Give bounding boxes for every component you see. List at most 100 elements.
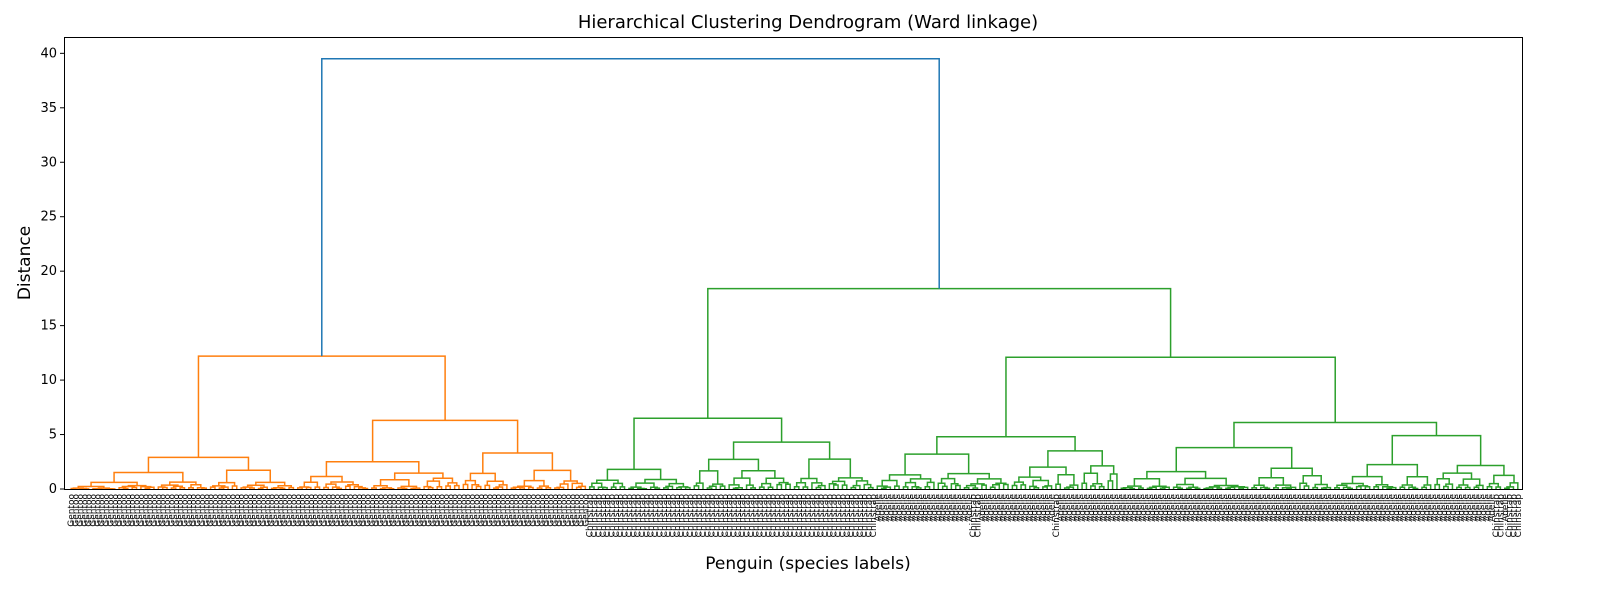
leaf-label: Adelie <box>1326 494 1336 522</box>
dendrogram-link <box>1129 487 1136 490</box>
leaf-label: Gentoo <box>72 494 82 527</box>
leaf-label: Gentoo <box>512 494 522 527</box>
leaf-label: Chinstrap <box>791 494 801 538</box>
dendrogram-link <box>1273 486 1279 489</box>
leaf-label: Adelie <box>1178 494 1188 522</box>
dendrogram-link <box>1107 480 1114 489</box>
leaf-label: Adelie <box>952 494 962 522</box>
leaf-label: Adelie <box>1104 494 1114 522</box>
leaf-label: Adelie <box>1287 494 1297 522</box>
leaf-label: Gentoo <box>124 494 134 527</box>
leaf-label: Gentoo <box>503 494 513 527</box>
dendrogram-link <box>170 487 177 489</box>
dendrogram-link <box>242 486 253 488</box>
dendrogram-link <box>299 486 310 488</box>
leaf-label: Adelie <box>1048 494 1058 522</box>
dendrogram-link <box>902 486 909 489</box>
leaf-label: Gentoo <box>385 494 395 527</box>
leaf-label: Adelie <box>1087 494 1097 522</box>
leaf-label: Adelie <box>956 494 966 522</box>
leaf-label: Chinstrap <box>852 494 862 538</box>
leaf-label: Chinstrap <box>769 494 779 538</box>
leaf-label: Chinstrap <box>660 494 670 538</box>
dendrogram-link <box>915 487 922 489</box>
dendrogram-link <box>288 486 295 489</box>
dendrogram-link <box>1456 486 1462 489</box>
leaf-label: Adelie <box>987 494 997 522</box>
leaf-label: Chinstrap <box>655 494 665 538</box>
leaf-label: Adelie <box>1091 494 1101 522</box>
dendrogram-link <box>1133 477 1161 487</box>
leaf-label: Adelie <box>1122 494 1132 522</box>
leaf-label: Adelie <box>1222 494 1232 522</box>
leaf-label: Adelie <box>1257 494 1267 522</box>
leaf-label: Adelie <box>1231 494 1241 522</box>
dendrogram-link <box>273 487 284 489</box>
leaf-label: Chinstrap <box>1492 494 1502 538</box>
leaf-label: Gentoo <box>106 494 116 527</box>
leaf-label: Adelie <box>913 494 923 522</box>
leaf-label: Gentoo <box>93 494 103 527</box>
leaf-label: Chinstrap <box>808 494 818 538</box>
dendrogram-link <box>1355 485 1362 489</box>
y-tick-label: 25 <box>40 210 57 225</box>
leaf-label: Adelie <box>1448 494 1458 522</box>
leaf-label: Adelie <box>873 494 883 522</box>
leaf-label: Gentoo <box>163 494 173 527</box>
leaf-label: Adelie <box>1239 494 1249 522</box>
dendrogram-link <box>188 486 194 489</box>
dendrogram-link <box>750 487 757 489</box>
dendrogram-link <box>981 484 987 489</box>
dendrogram-link <box>1090 485 1096 489</box>
leaf-label: Adelie <box>1453 494 1463 522</box>
leaf-label: Gentoo <box>472 494 482 527</box>
leaf-label: Chinstrap <box>699 494 709 538</box>
leaf-label: Gentoo <box>403 494 413 527</box>
dendrogram-link <box>1033 487 1040 489</box>
dendrogram-link <box>628 487 635 490</box>
leaf-label: Gentoo <box>259 494 269 527</box>
leaf-label: Adelie <box>1082 494 1092 522</box>
leaf-label: Adelie <box>947 494 957 522</box>
leaf-label: Adelie <box>1300 494 1310 522</box>
leaf-label: Adelie <box>1283 494 1293 522</box>
leaf-label: Gentoo <box>154 494 164 527</box>
dendrogram-link <box>972 487 979 489</box>
dendrogram-link <box>1456 464 1505 476</box>
leaf-label: Adelie <box>1226 494 1236 522</box>
dendrogram-link <box>893 485 900 489</box>
leaf-label: Adelie <box>960 494 970 522</box>
leaf-label: Adelie <box>1244 494 1254 522</box>
leaf-label: Gentoo <box>159 494 169 527</box>
leaf-label: Chinstrap <box>764 494 774 538</box>
leaf-label: Adelie <box>1139 494 1149 522</box>
dendrogram-link <box>1399 486 1406 489</box>
leaf-label: Gentoo <box>355 494 365 527</box>
leaf-label: Adelie <box>995 494 1005 522</box>
leaf-label: Chinstrap <box>668 494 678 538</box>
leaf-label: Chinstrap <box>838 494 848 538</box>
leaf-label: Gentoo <box>507 494 517 527</box>
dendrogram-link <box>767 486 774 489</box>
leaf-label: Adelie <box>1409 494 1419 522</box>
leaf-label: Chinstrap <box>599 494 609 538</box>
leaf-label: Chinstrap <box>686 494 696 538</box>
plot-frame <box>64 37 1523 490</box>
dendrogram-link <box>336 487 343 490</box>
leaf-label: Adelie <box>1074 494 1084 522</box>
leaf-label: Chinstrap <box>651 494 661 538</box>
leaf-label: Gentoo <box>485 494 495 527</box>
dendrogram-link <box>1225 487 1231 490</box>
leaf-label: Gentoo <box>363 494 373 527</box>
dendrogram-link <box>297 487 303 489</box>
leaf-label: Adelie <box>1313 494 1323 522</box>
leaf-label: Gentoo <box>372 494 382 527</box>
leaf-label: Chinstrap <box>804 494 814 538</box>
leaf-label: Chinstrap <box>847 494 857 538</box>
leaf-label: Adelie <box>1235 494 1245 522</box>
leaf-label: Gentoo <box>85 494 95 527</box>
leaf-label: Gentoo <box>555 494 565 527</box>
leaf-label: Adelie <box>1405 494 1415 522</box>
leaf-label: Adelie <box>1296 494 1306 522</box>
dendrogram-link <box>719 485 726 489</box>
